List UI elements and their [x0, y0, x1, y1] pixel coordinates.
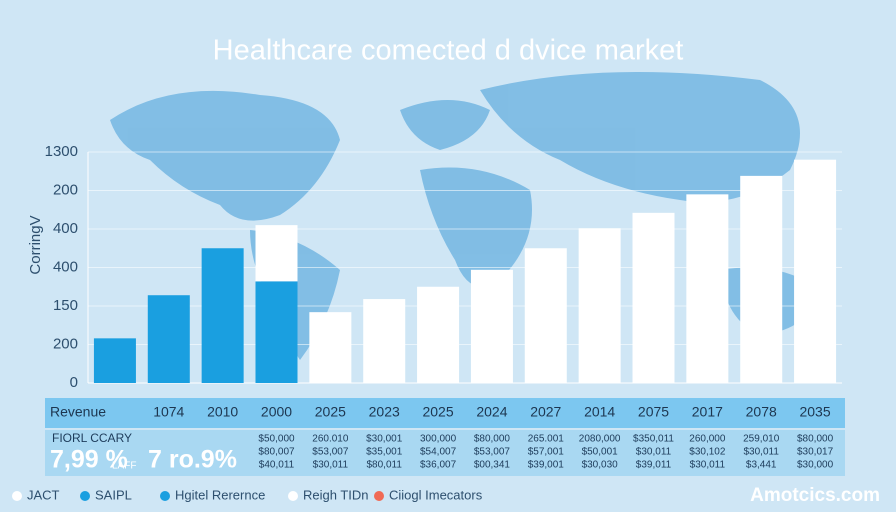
bar — [686, 194, 729, 383]
table-cell: $80,007 — [258, 447, 295, 458]
bar — [417, 286, 460, 383]
x-tick-label: 2025 — [315, 404, 346, 420]
table-cell: $35,001 — [366, 447, 403, 458]
x-tick-label: 2035 — [799, 404, 830, 420]
y-tick-label: 400 — [53, 258, 78, 275]
x-tick-label: 2078 — [746, 404, 777, 420]
x-tick-label: 2010 — [207, 404, 238, 420]
x-tick-label: 1074 — [153, 404, 184, 420]
x-tick-label: 2017 — [692, 404, 723, 420]
x-tick-label: 2025 — [422, 404, 453, 420]
chart-title: Healthcare comected d dvice market — [213, 35, 684, 67]
table-cell: 260,000 — [689, 434, 726, 445]
table-cell: $30,011 — [313, 460, 349, 471]
legend-label: Hgitel Rerernce — [175, 487, 265, 502]
table-cell: $50,000 — [258, 434, 295, 445]
table-cell: $36,007 — [420, 460, 457, 471]
legend-label: Ciiogl Imecators — [389, 487, 483, 502]
legend-label: JACT — [27, 487, 60, 502]
bar — [524, 248, 567, 383]
y-tick-label: 1300 — [45, 143, 78, 160]
table-cell: 259,010 — [743, 434, 780, 445]
legend-swatch — [12, 491, 22, 501]
legend-swatch — [374, 491, 384, 501]
footer: Amotcics.com — [750, 485, 880, 506]
table-cell: $53,007 — [312, 447, 349, 458]
bar — [578, 228, 621, 383]
table-cell: $30,030 — [582, 460, 619, 471]
big-stat: 7 ro.9% — [148, 446, 237, 474]
x-tick-label: 2075 — [638, 404, 669, 420]
table-cell: 300,000 — [420, 434, 457, 445]
bar — [470, 269, 513, 383]
table-cell: $30,017 — [797, 447, 834, 458]
x-tick-label: 2027 — [530, 404, 561, 420]
table-cell: $39,001 — [528, 460, 565, 471]
table-header: FIORL CCARY — [52, 431, 132, 445]
bar — [255, 281, 298, 383]
legend-label: SAIPL — [95, 487, 132, 502]
bar — [740, 175, 783, 383]
category-band — [45, 398, 845, 428]
y-tick-label: 0 — [70, 374, 78, 391]
table-cell: $80,000 — [474, 434, 511, 445]
bar — [309, 312, 352, 383]
y-tick-label: 200 — [53, 181, 78, 198]
x-tick-label: 2014 — [584, 404, 615, 420]
table-cell: 2080,000 — [579, 434, 621, 445]
table-cell: $80,011 — [367, 460, 403, 471]
bar — [632, 212, 675, 383]
plot-area: 0 200 150 400 400 200 1300 1074 2010 2000 2025 2023… — [12, 143, 842, 502]
table-cell: $30,000 — [797, 460, 834, 471]
big-stat: 7,99 % — [50, 446, 128, 474]
y-tick-label: 400 — [53, 220, 78, 237]
row-header: Revenue — [50, 404, 106, 420]
table-cell: $350,011 — [633, 434, 674, 445]
bar — [201, 248, 244, 383]
table-cell: $39,011 — [636, 460, 672, 471]
legend-swatch — [160, 491, 170, 501]
bar — [794, 159, 837, 383]
table-cell: $3,441 — [746, 460, 777, 471]
y-tick-label: 150 — [53, 297, 78, 314]
y-axis-label: CorringV — [27, 215, 44, 274]
table-cell: $53,007 — [474, 447, 511, 458]
x-tick-label: 2023 — [369, 404, 400, 420]
legend-swatch — [80, 491, 90, 501]
bar — [255, 225, 298, 282]
table-cell: $54,007 — [420, 447, 457, 458]
table-cell: 265.001 — [528, 434, 565, 445]
table-cell: $30,011 — [636, 447, 672, 458]
bar — [363, 299, 406, 383]
table-cell: $30,001 — [366, 434, 403, 445]
table-band — [45, 430, 845, 476]
legend-label: Reigh TIDn — [303, 487, 369, 502]
table-cell: $00,341 — [474, 460, 511, 471]
bar — [93, 338, 136, 383]
table-cell: $30,011 — [744, 447, 780, 458]
table-cell: $30,011 — [690, 460, 726, 471]
x-tick-label: 2024 — [476, 404, 507, 420]
table-cell: $50,001 — [582, 447, 619, 458]
table-cell: $40,011 — [259, 460, 295, 471]
table-cell: $80,000 — [797, 434, 834, 445]
y-tick-label: 200 — [53, 335, 78, 352]
bar — [147, 295, 190, 383]
table-cell: 260.010 — [312, 434, 349, 445]
table-cell: $30,102 — [689, 447, 726, 458]
table-cell: $57,001 — [528, 447, 565, 458]
big-stat-note: LAFF — [112, 461, 136, 472]
legend-swatch — [288, 491, 298, 501]
x-tick-label: 2000 — [261, 404, 292, 420]
